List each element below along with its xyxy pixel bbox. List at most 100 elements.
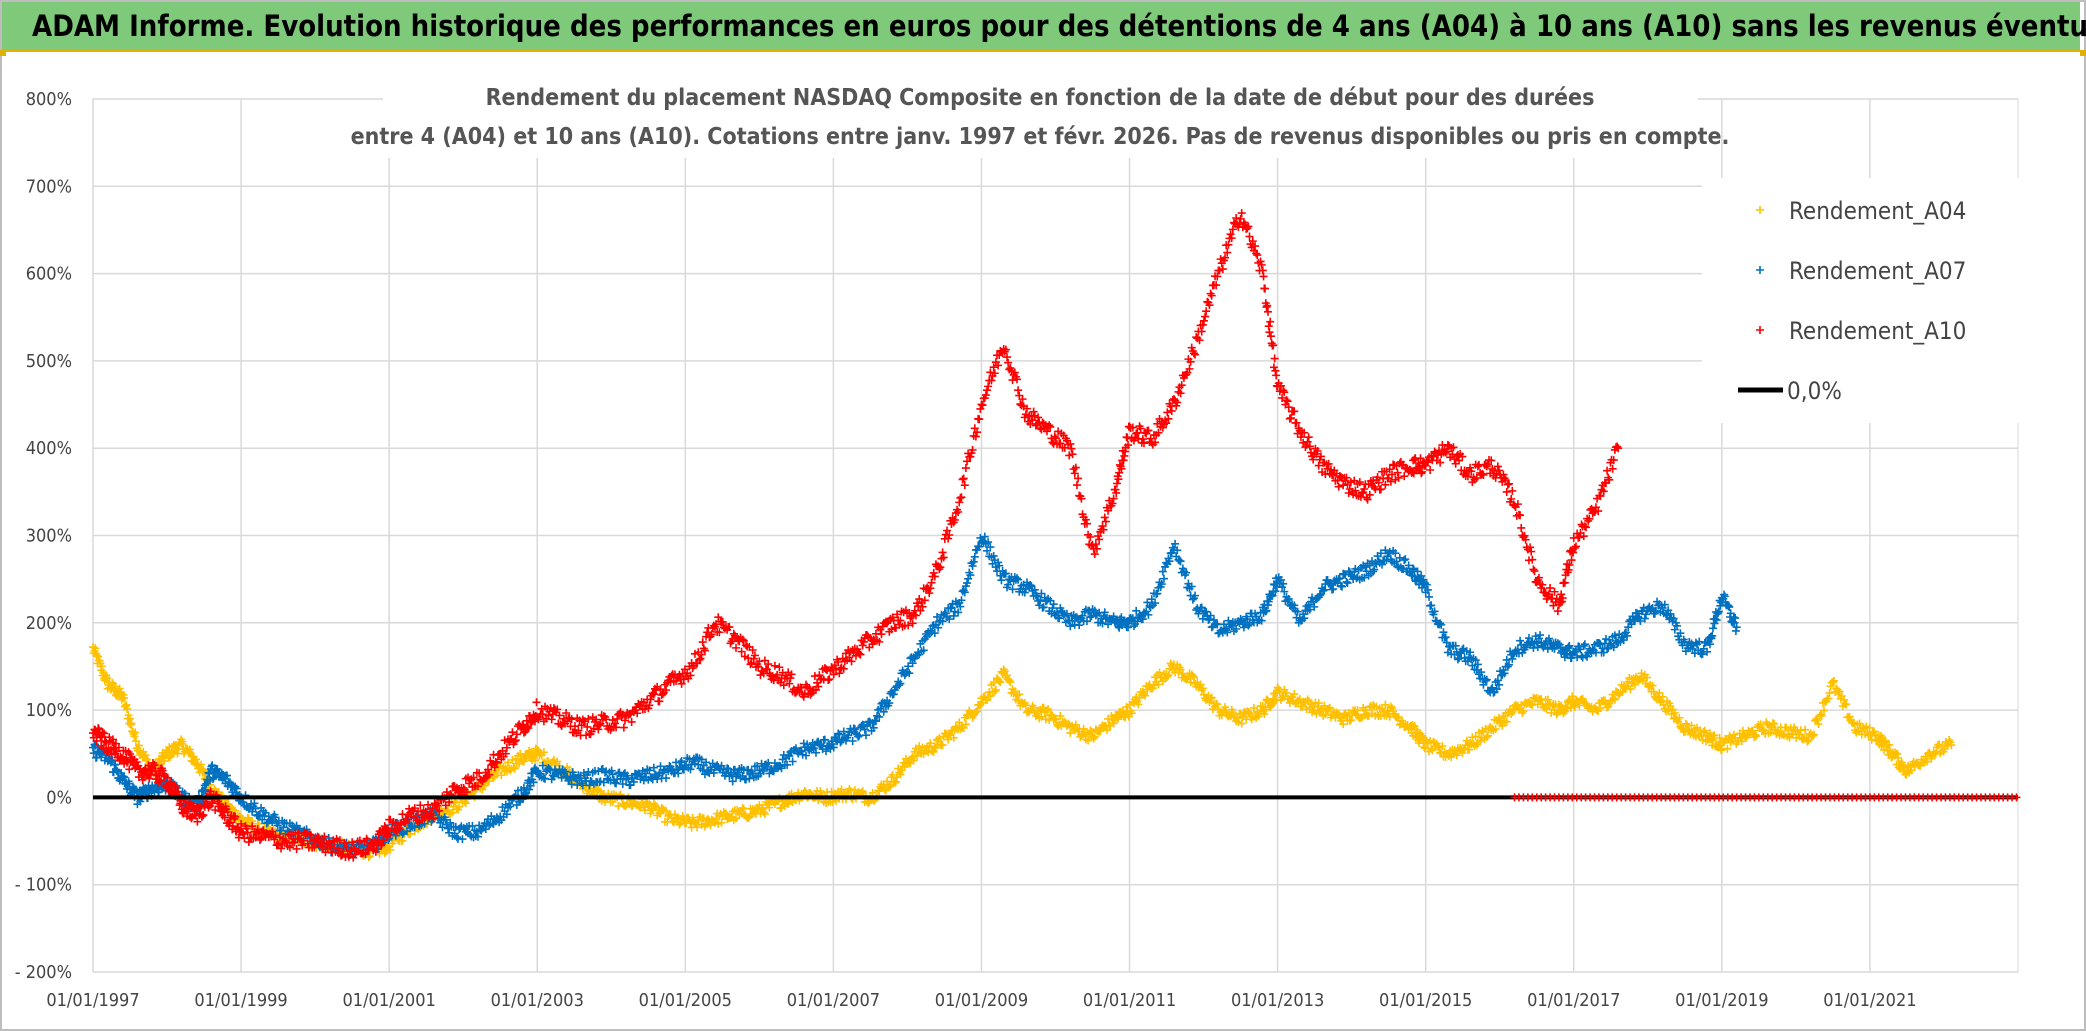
data-point (1439, 628, 1448, 637)
data-point (986, 543, 995, 552)
data-point (938, 740, 947, 749)
data-point (1710, 731, 1719, 740)
data-point (547, 715, 556, 724)
data-point (277, 844, 286, 853)
data-point (877, 630, 886, 639)
data-point (490, 763, 499, 772)
data-point (850, 725, 859, 734)
data-point (1233, 714, 1242, 723)
data-point (709, 768, 718, 777)
data-point (633, 709, 642, 718)
data-point (1830, 676, 1839, 685)
data-point (1207, 693, 1216, 702)
data-point (707, 630, 716, 639)
data-point (676, 758, 685, 767)
data-point (506, 802, 515, 811)
data-point (1232, 214, 1241, 223)
x-tick-label: 01/01/2003 (491, 990, 584, 1011)
data-point (931, 743, 940, 752)
data-point (1395, 553, 1404, 562)
data-point (1360, 485, 1369, 494)
data-point (424, 800, 433, 809)
data-point (402, 815, 411, 824)
data-point (1273, 683, 1282, 692)
data-point (971, 432, 980, 441)
data-point (1154, 680, 1163, 689)
data-point (1029, 703, 1038, 712)
data-point (1427, 744, 1436, 753)
x-tick-label: 01/01/2019 (1675, 990, 1768, 1011)
data-point (1206, 289, 1215, 298)
data-point (786, 674, 795, 683)
data-point (966, 452, 975, 461)
data-point (193, 817, 202, 826)
data-point (650, 801, 659, 810)
data-point (1820, 706, 1829, 715)
data-point (1177, 381, 1186, 390)
data-point (1305, 442, 1314, 451)
data-point (905, 669, 914, 678)
data-point (1526, 543, 1535, 552)
data-point (204, 803, 213, 812)
data-point (1927, 754, 1936, 763)
data-point (1458, 452, 1467, 461)
data-point (1128, 423, 1137, 432)
data-point (461, 799, 470, 808)
data-point (662, 774, 671, 783)
data-point (429, 814, 438, 823)
data-point (750, 651, 759, 660)
data-point (656, 762, 665, 771)
data-point (538, 710, 547, 719)
data-point (957, 596, 966, 605)
data-point (1062, 609, 1071, 618)
data-point (97, 662, 106, 671)
series-Rendement_A04 (89, 643, 1956, 862)
data-point (394, 825, 403, 834)
data-point (1187, 582, 1196, 591)
data-point (1420, 578, 1429, 587)
data-point (1826, 682, 1835, 691)
data-point (1436, 619, 1445, 628)
data-point (1336, 581, 1345, 590)
series-Rendement_A10 (89, 209, 1623, 862)
data-point (879, 707, 888, 716)
y-tick-label: 600% (26, 264, 72, 285)
data-point (1044, 705, 1053, 714)
data-point (1426, 466, 1435, 475)
data-point (700, 646, 709, 655)
data-point (1004, 580, 1013, 589)
data-point (1123, 433, 1132, 442)
data-point (1176, 389, 1185, 398)
data-point (455, 802, 464, 811)
data-point (1300, 614, 1309, 623)
data-point (1155, 668, 1164, 677)
data-point (254, 819, 263, 828)
data-point (228, 822, 237, 831)
data-point (377, 840, 386, 849)
data-point (1723, 744, 1732, 753)
data-point (764, 660, 773, 669)
data-point (1205, 615, 1214, 624)
data-point (995, 561, 1004, 570)
data-point (1056, 439, 1065, 448)
data-point (1386, 477, 1395, 486)
data-point (163, 773, 172, 782)
data-point (1048, 438, 1057, 447)
data-point (1253, 251, 1262, 260)
data-point (501, 749, 510, 758)
data-point (1086, 613, 1095, 622)
data-point (178, 737, 187, 746)
data-point (1579, 641, 1588, 650)
data-point (1003, 353, 1011, 362)
data-point (1423, 585, 1432, 594)
data-point (888, 770, 897, 779)
data-point (946, 604, 955, 613)
data-point (1092, 544, 1101, 553)
data-point (847, 657, 856, 666)
data-point (908, 619, 917, 628)
data-point (1251, 242, 1260, 251)
data-point (1698, 649, 1707, 658)
data-point (1472, 665, 1481, 674)
data-point (1571, 542, 1580, 551)
data-point (1090, 732, 1099, 741)
